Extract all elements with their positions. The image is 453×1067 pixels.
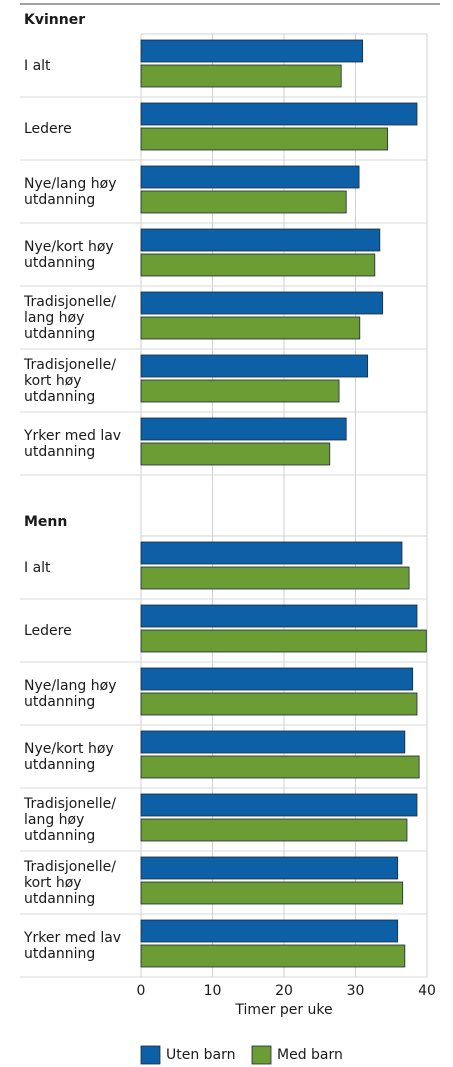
x-tick-label: 20	[275, 983, 293, 999]
category-label: Tradisjonelle/ lang høy utdanning	[24, 293, 116, 342]
category-label: Nye/lang høy utdanning	[24, 175, 117, 208]
category-label: Nye/kort høy utdanning	[24, 238, 114, 271]
x-tick-label: 40	[418, 983, 436, 999]
bar	[140, 354, 369, 378]
bar	[140, 379, 340, 403]
bar	[140, 417, 347, 441]
panel-title: Kvinner	[24, 12, 86, 28]
bar	[140, 755, 420, 779]
category-label: Tradisjonelle/ kort høy utdanning	[24, 858, 116, 907]
bar	[140, 316, 361, 340]
category-label: Nye/lang høy utdanning	[24, 677, 117, 710]
bar	[140, 566, 410, 590]
bar	[140, 190, 347, 214]
bar	[140, 818, 408, 842]
bar	[140, 730, 406, 754]
category-label: Tradisjonelle/ kort høy utdanning	[24, 356, 116, 405]
bar	[140, 692, 418, 716]
bar	[140, 667, 414, 691]
bar	[140, 944, 406, 968]
x-tick-label: 30	[346, 983, 365, 999]
bar	[140, 541, 403, 565]
bar	[140, 856, 399, 880]
category-label: Ledere	[24, 120, 72, 137]
legend-label: Med barn	[277, 1047, 343, 1063]
bar	[140, 881, 404, 905]
legend-swatch	[140, 1045, 161, 1065]
legend-swatch	[251, 1045, 272, 1065]
bar	[140, 629, 427, 653]
category-label: Nye/kort høy utdanning	[24, 740, 114, 773]
x-tick-label: 10	[203, 983, 222, 999]
bar	[140, 253, 376, 277]
bar	[140, 604, 418, 628]
bar	[140, 127, 389, 151]
bar	[140, 442, 331, 466]
bar	[140, 39, 364, 63]
bar	[140, 228, 381, 252]
category-label: Yrker med lav utdanning	[24, 929, 122, 962]
bar	[140, 102, 418, 126]
bar	[140, 64, 342, 88]
bar	[140, 793, 418, 817]
x-axis-label: Timer per uke	[235, 1002, 333, 1018]
category-label: Yrker med lav utdanning	[24, 427, 122, 460]
category-label: I alt	[24, 559, 51, 576]
bar	[140, 919, 399, 943]
bar	[140, 291, 384, 315]
category-label: Ledere	[24, 622, 72, 639]
category-label: I alt	[24, 57, 51, 74]
bar	[140, 165, 360, 189]
category-label: Tradisjonelle/ lang høy utdanning	[24, 795, 116, 844]
legend-label: Uten barn	[166, 1047, 236, 1063]
x-tick-label: 0	[136, 983, 146, 999]
panel-title: Menn	[24, 514, 68, 530]
